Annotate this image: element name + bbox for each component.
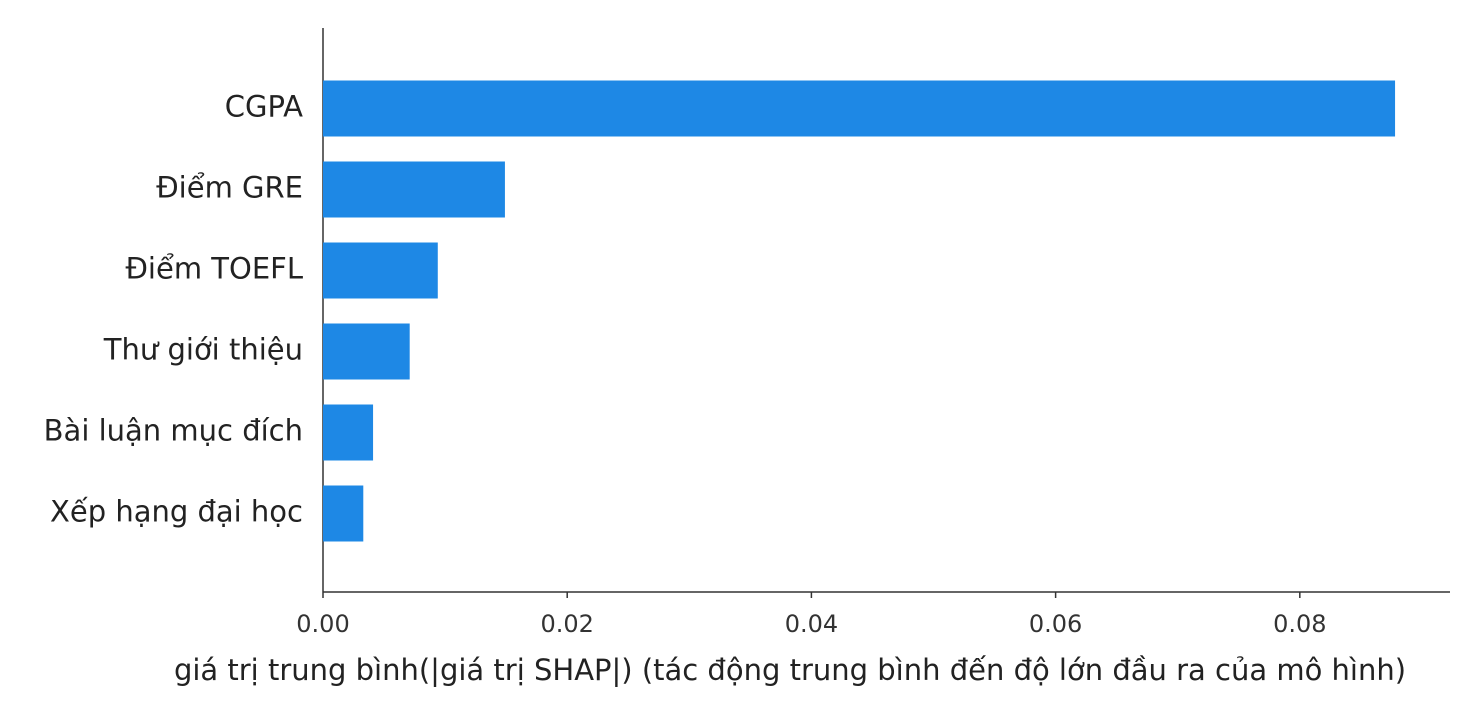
- y-tick-label: CGPA: [225, 90, 303, 124]
- bar: [323, 323, 410, 380]
- bar: [323, 242, 438, 299]
- bar: [323, 404, 374, 461]
- x-tick-label: 0.06: [1029, 610, 1082, 638]
- y-tick-label: Điểm GRE: [156, 171, 303, 205]
- x-tick-label: 0.02: [540, 610, 593, 638]
- x-axis-label: giá trị trung bình(|giá trị SHAP|) (tác …: [174, 653, 1406, 687]
- x-tick-label: 0.00: [296, 610, 349, 638]
- y-tick-label: Thư giới thiệu: [103, 333, 303, 367]
- x-tick-label: 0.04: [785, 610, 838, 638]
- y-tick-label: Bài luận mục đích: [44, 414, 303, 448]
- bar: [323, 80, 1396, 137]
- x-tick-label: 0.08: [1273, 610, 1326, 638]
- bar: [323, 161, 505, 218]
- y-tick-label: Điểm TOEFL: [125, 252, 303, 286]
- bar: [323, 485, 364, 542]
- y-tick-label: Xếp hạng đại học: [50, 495, 303, 529]
